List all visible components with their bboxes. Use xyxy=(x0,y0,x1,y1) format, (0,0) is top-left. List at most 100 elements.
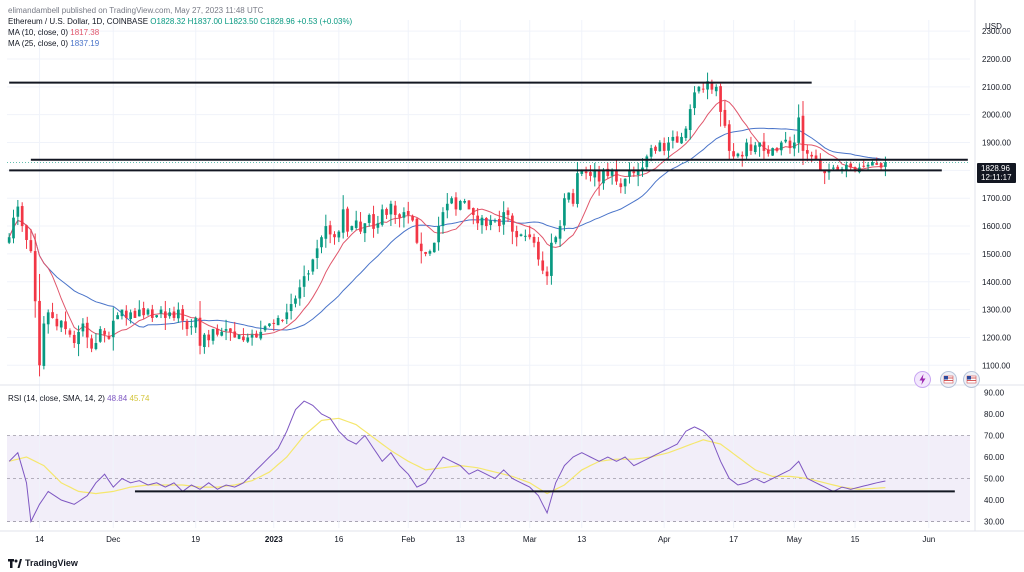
date-tick-label: 13 xyxy=(577,535,586,544)
rsi-legend[interactable]: RSI (14, close, SMA, 14, 2) 48.84 45.74 xyxy=(8,393,149,404)
candle-body xyxy=(268,323,271,326)
candle-body xyxy=(723,109,727,126)
candle-body xyxy=(333,234,336,238)
candle-body xyxy=(372,214,375,229)
candle-body xyxy=(233,331,237,338)
candle-body xyxy=(124,310,128,318)
candle-body xyxy=(276,317,280,326)
candle-body xyxy=(463,201,466,203)
candle-body xyxy=(90,338,93,349)
candle-body xyxy=(697,86,701,92)
candle-body xyxy=(832,167,835,169)
candle-body xyxy=(159,309,163,314)
candle-body xyxy=(150,309,154,318)
candle-body xyxy=(142,308,145,316)
candle-body xyxy=(307,273,310,275)
price-tick-label: 2200.00 xyxy=(982,55,1011,64)
candle-body xyxy=(46,312,50,325)
candle-body xyxy=(445,203,449,211)
price-tick-label: 1500.00 xyxy=(982,250,1011,259)
candle-body xyxy=(194,317,198,328)
candle-body xyxy=(181,309,185,321)
candle-body xyxy=(302,276,306,287)
ma25-value: 1837.19 xyxy=(70,39,100,48)
candle-body xyxy=(610,170,614,176)
price-tick-label: 1300.00 xyxy=(982,306,1011,315)
candle-body xyxy=(120,309,124,317)
candle-body xyxy=(85,322,89,338)
price-tick-label: 2000.00 xyxy=(982,111,1011,120)
date-tick-label: 19 xyxy=(191,535,200,544)
candle-body xyxy=(810,154,814,157)
date-tick-label: 2023 xyxy=(265,535,283,544)
candle-body xyxy=(827,170,831,173)
date-tick-label: Apr xyxy=(658,535,671,544)
ma10-legend[interactable]: MA (10, close, 0) 1817.38 xyxy=(8,27,99,38)
rsi-tick-label: 50.00 xyxy=(984,475,1005,484)
candle-body xyxy=(81,323,85,332)
candle-body xyxy=(667,142,670,151)
candle-body xyxy=(758,142,761,147)
candle-body xyxy=(871,162,874,166)
candle-body xyxy=(393,205,397,215)
candle-body xyxy=(862,165,866,167)
candle-body xyxy=(524,235,527,237)
candle-body xyxy=(593,170,597,178)
candle-body xyxy=(706,81,709,90)
bar-countdown: 12:11:17 xyxy=(981,173,1012,182)
candle-body xyxy=(693,92,696,109)
candle-body xyxy=(736,153,740,157)
us-flag-icon[interactable] xyxy=(940,371,957,388)
candle-body xyxy=(198,317,202,346)
date-tick-label: 14 xyxy=(35,535,44,544)
moving-averages xyxy=(8,99,886,338)
candle-body xyxy=(281,319,284,321)
rsi-sma-line xyxy=(9,417,886,495)
candle-body xyxy=(229,328,232,332)
candle-body xyxy=(563,198,566,226)
candle-body xyxy=(402,212,406,218)
candle-body xyxy=(185,321,189,330)
candle-body xyxy=(771,148,774,156)
date-tick-label: Dec xyxy=(106,535,120,544)
candle-body xyxy=(367,214,371,223)
candle-body xyxy=(428,251,432,254)
candle-body xyxy=(701,88,705,90)
rsi-sma-value: 45.74 xyxy=(129,394,150,403)
candle-body xyxy=(558,226,562,239)
candle-body xyxy=(20,206,24,227)
grid xyxy=(7,20,970,528)
candle-body xyxy=(146,309,150,315)
candle-body xyxy=(68,330,72,335)
candle-body xyxy=(33,251,37,302)
price-tick-label: 1100.00 xyxy=(982,361,1011,370)
candle-body xyxy=(16,206,20,217)
candle-body xyxy=(437,226,440,243)
candle-body xyxy=(836,166,840,171)
candle-body xyxy=(506,210,510,215)
tradingview-brand[interactable]: TradingView xyxy=(8,558,78,568)
last-price-badge: 1828.96 12:11:17 xyxy=(977,163,1016,183)
candle-body xyxy=(528,234,532,238)
candle-body xyxy=(376,223,380,228)
support-resistance-lines[interactable] xyxy=(7,81,970,172)
candle-body xyxy=(849,163,853,168)
candle-body xyxy=(484,217,488,227)
candle-body xyxy=(72,334,76,344)
date-tick-label: 17 xyxy=(729,535,738,544)
candle-body xyxy=(116,315,119,320)
candle-body xyxy=(337,231,341,238)
candle-body xyxy=(272,322,276,324)
price-tick-label: 1200.00 xyxy=(982,333,1011,342)
lightning-icon[interactable] xyxy=(914,371,931,388)
candle-body xyxy=(879,163,883,168)
candle-body xyxy=(411,216,414,221)
ma25-legend[interactable]: MA (25, close, 0) 1837.19 xyxy=(8,38,99,49)
rsi-tick-label: 40.00 xyxy=(984,496,1005,505)
rsi-band xyxy=(7,435,970,522)
candle-body xyxy=(220,331,224,336)
candle-body xyxy=(766,149,770,154)
candle-body xyxy=(511,215,514,232)
us-flag-icon-secondary[interactable] xyxy=(963,371,980,388)
